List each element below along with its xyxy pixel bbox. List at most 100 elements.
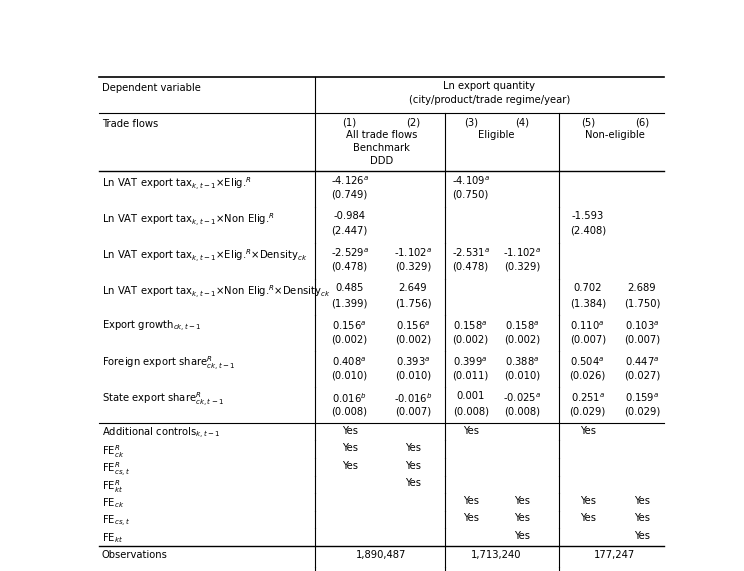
Text: Additional controls$_{k,t-1}$: Additional controls$_{k,t-1}$ (102, 425, 220, 441)
Text: -4.109$^{a}$: -4.109$^{a}$ (452, 175, 490, 187)
Text: -4.126$^{a}$: -4.126$^{a}$ (330, 175, 369, 187)
Text: 0.388$^{a}$: 0.388$^{a}$ (505, 355, 540, 368)
Text: Yes: Yes (405, 443, 421, 453)
Text: 177,247: 177,247 (594, 550, 635, 560)
Text: 0.156$^{a}$: 0.156$^{a}$ (333, 319, 367, 332)
Text: Foreign export share$^{R}_{ck,t-1}$: Foreign export share$^{R}_{ck,t-1}$ (102, 355, 235, 373)
Text: -0.984: -0.984 (333, 211, 365, 221)
Text: Trade flows: Trade flows (102, 119, 158, 128)
Text: 0.408$^{a}$: 0.408$^{a}$ (333, 355, 367, 368)
Text: Yes: Yes (341, 425, 358, 436)
Text: -1.102$^{a}$: -1.102$^{a}$ (504, 247, 542, 259)
Text: State export share$^{R}_{ck,t-1}$: State export share$^{R}_{ck,t-1}$ (102, 391, 224, 409)
Text: Ln export quantity: Ln export quantity (443, 81, 536, 91)
Text: (2.408): (2.408) (570, 226, 606, 236)
Text: (2.447): (2.447) (332, 226, 368, 236)
Text: (1.750): (1.750) (623, 298, 660, 308)
Text: (0.027): (0.027) (623, 370, 660, 380)
Text: (4): (4) (516, 118, 530, 128)
Text: (0.007): (0.007) (570, 334, 606, 344)
Text: (0.478): (0.478) (452, 262, 489, 272)
Text: 0.399$^{a}$: 0.399$^{a}$ (453, 355, 488, 368)
Text: 0.156$^{a}$: 0.156$^{a}$ (396, 319, 430, 332)
Text: Yes: Yes (405, 478, 421, 488)
Text: Yes: Yes (634, 513, 650, 524)
Text: 2.689: 2.689 (628, 283, 656, 293)
Text: 1,713,240: 1,713,240 (472, 550, 522, 560)
Text: FE$_{cs,t}$: FE$_{cs,t}$ (102, 513, 130, 529)
Text: Ln VAT export tax$_{k,t-1}$$\times$Non Elig.$^{R}$$\times$Density$_{ck}$: Ln VAT export tax$_{k,t-1}$$\times$Non E… (102, 283, 330, 300)
Text: 0.158$^{a}$: 0.158$^{a}$ (453, 319, 488, 332)
Text: Yes: Yes (580, 496, 596, 506)
Text: Yes: Yes (341, 461, 358, 471)
Text: (0.029): (0.029) (570, 406, 606, 416)
Text: Benchmark: Benchmark (353, 143, 410, 153)
Text: FE$^{R}_{ck}$: FE$^{R}_{ck}$ (102, 443, 124, 460)
Text: (0.002): (0.002) (332, 334, 368, 344)
Text: Non-eligible: Non-eligible (585, 130, 645, 140)
Text: (6): (6) (635, 118, 649, 128)
Text: -2.529$^{a}$: -2.529$^{a}$ (330, 247, 368, 259)
Text: Eligible: Eligible (478, 130, 515, 140)
Text: Yes: Yes (463, 513, 478, 524)
Text: -1.102$^{a}$: -1.102$^{a}$ (394, 247, 432, 259)
Text: (0.029): (0.029) (623, 406, 660, 416)
Text: FE$_{kt}$: FE$_{kt}$ (102, 531, 123, 545)
Text: Yes: Yes (515, 496, 530, 506)
Text: FE$^{R}_{cs,t}$: FE$^{R}_{cs,t}$ (102, 461, 130, 479)
Text: Yes: Yes (463, 425, 478, 436)
Text: All trade flows: All trade flows (346, 130, 417, 140)
Text: 0.251$^{a}$: 0.251$^{a}$ (571, 391, 605, 404)
Text: DDD: DDD (370, 156, 393, 167)
Text: (0.008): (0.008) (452, 406, 489, 416)
Text: (0.026): (0.026) (570, 370, 606, 380)
Text: (0.002): (0.002) (452, 334, 489, 344)
Text: (0.007): (0.007) (395, 406, 431, 416)
Text: (1.756): (1.756) (395, 298, 432, 308)
Text: -0.016$^{b}$: -0.016$^{b}$ (394, 391, 432, 405)
Text: 2.649: 2.649 (399, 283, 427, 293)
Text: 0.159$^{a}$: 0.159$^{a}$ (625, 391, 659, 404)
Text: Ln VAT export tax$_{k,t-1}$$\times$Elig.$^{R}$$\times$Density$_{ck}$: Ln VAT export tax$_{k,t-1}$$\times$Elig.… (102, 247, 307, 264)
Text: Yes: Yes (463, 496, 478, 506)
Text: -0.025$^{a}$: -0.025$^{a}$ (504, 391, 542, 404)
Text: Export growth$_{ck,t-1}$: Export growth$_{ck,t-1}$ (102, 319, 202, 334)
Text: Yes: Yes (515, 531, 530, 541)
Text: (1.384): (1.384) (570, 298, 606, 308)
Text: -2.531$^{a}$: -2.531$^{a}$ (452, 247, 490, 259)
Text: (0.010): (0.010) (395, 370, 431, 380)
Text: FE$^{R}_{kt}$: FE$^{R}_{kt}$ (102, 478, 123, 495)
Text: (0.749): (0.749) (332, 190, 368, 200)
Text: FE$_{ck}$: FE$_{ck}$ (102, 496, 124, 510)
Text: Yes: Yes (580, 513, 596, 524)
Text: Ln VAT export tax$_{k,t-1}$$\times$Non Elig.$^{R}$: Ln VAT export tax$_{k,t-1}$$\times$Non E… (102, 211, 275, 228)
Text: 0.485: 0.485 (336, 283, 364, 293)
Text: (0.002): (0.002) (395, 334, 431, 344)
Text: (0.010): (0.010) (504, 370, 541, 380)
Text: (0.329): (0.329) (504, 262, 541, 272)
Text: (1.399): (1.399) (331, 298, 368, 308)
Text: -1.593: -1.593 (571, 211, 604, 221)
Text: 1,890,487: 1,890,487 (356, 550, 406, 560)
Text: (0.011): (0.011) (452, 370, 489, 380)
Text: Yes: Yes (405, 461, 421, 471)
Text: Yes: Yes (580, 425, 596, 436)
Text: 0.447$^{a}$: 0.447$^{a}$ (625, 355, 659, 368)
Text: (0.329): (0.329) (395, 262, 431, 272)
Text: 0.016$^{b}$: 0.016$^{b}$ (332, 391, 367, 405)
Text: Yes: Yes (341, 443, 358, 453)
Text: (city/product/trade regime/year): (city/product/trade regime/year) (408, 95, 570, 105)
Text: (0.008): (0.008) (504, 406, 541, 416)
Text: (0.002): (0.002) (504, 334, 541, 344)
Text: (1): (1) (342, 118, 356, 128)
Text: 0.393$^{a}$: 0.393$^{a}$ (396, 355, 430, 368)
Text: 0.001: 0.001 (457, 391, 485, 401)
Text: (0.010): (0.010) (332, 370, 368, 380)
Text: Yes: Yes (634, 531, 650, 541)
Text: (0.750): (0.750) (452, 190, 489, 200)
Text: 0.158$^{a}$: 0.158$^{a}$ (505, 319, 540, 332)
Text: Yes: Yes (634, 496, 650, 506)
Text: Dependent variable: Dependent variable (102, 83, 201, 93)
Text: Observations: Observations (102, 550, 167, 560)
Text: (0.008): (0.008) (332, 406, 368, 416)
